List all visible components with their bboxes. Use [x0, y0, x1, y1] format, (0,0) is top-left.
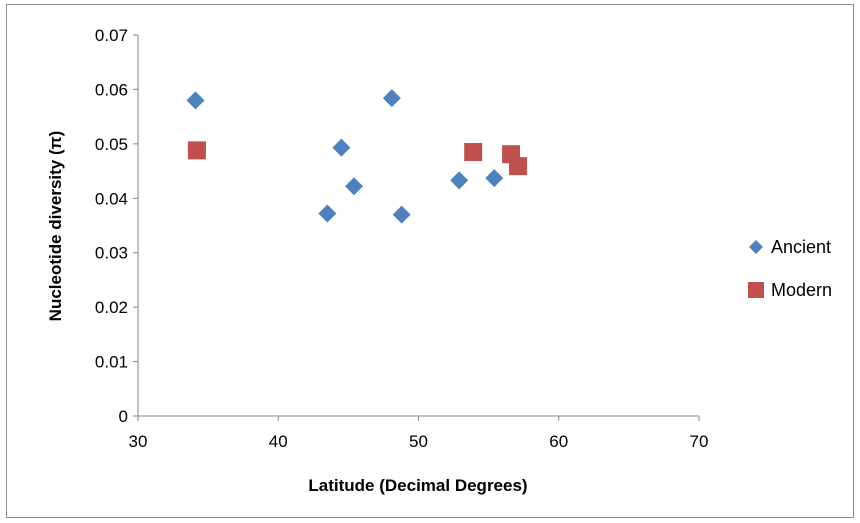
x-tick-label: 30 — [129, 432, 148, 451]
y-tick-label: 0.04 — [95, 189, 128, 208]
modern-point — [509, 157, 528, 176]
x-tick-label: 40 — [269, 432, 288, 451]
data-points — [186, 89, 528, 224]
ancient-point — [344, 177, 363, 196]
y-ticks: 0 0.01 0.02 0.03 0.04 0.05 0.06 0.07 — [95, 26, 138, 426]
y-axis-title: Nucleotide diversity (π) — [46, 131, 65, 322]
legend-modern-marker — [748, 282, 764, 298]
y-tick-label: 0.03 — [95, 244, 128, 263]
legend-ancient-marker — [749, 240, 763, 254]
legend: Ancient Modern — [748, 237, 832, 300]
x-ticks: 30 40 50 60 70 — [129, 416, 709, 451]
ancient-point — [186, 91, 205, 110]
axes — [137, 35, 699, 417]
ancient-point — [450, 171, 469, 190]
legend-ancient-label: Ancient — [771, 237, 831, 257]
modern-point — [464, 143, 483, 162]
y-tick-label: 0.05 — [95, 135, 128, 154]
y-tick-label: 0.01 — [95, 353, 128, 372]
modern-point — [187, 141, 206, 160]
ancient-point — [318, 204, 337, 223]
x-tick-label: 60 — [549, 432, 568, 451]
ancient-point — [485, 169, 504, 188]
x-tick-label: 50 — [409, 432, 428, 451]
ancient-point — [332, 138, 351, 157]
x-axis-title: Latitude (Decimal Degrees) — [308, 476, 527, 495]
legend-modern-label: Modern — [771, 280, 832, 300]
y-tick-label: 0.06 — [95, 80, 128, 99]
x-tick-label: 70 — [690, 432, 709, 451]
y-tick-label: 0 — [119, 407, 128, 426]
ancient-point — [382, 89, 401, 108]
ancient-point — [392, 205, 411, 224]
y-tick-label: 0.07 — [95, 26, 128, 45]
y-tick-label: 0.02 — [95, 298, 128, 317]
chart-frame — [6, 4, 854, 518]
